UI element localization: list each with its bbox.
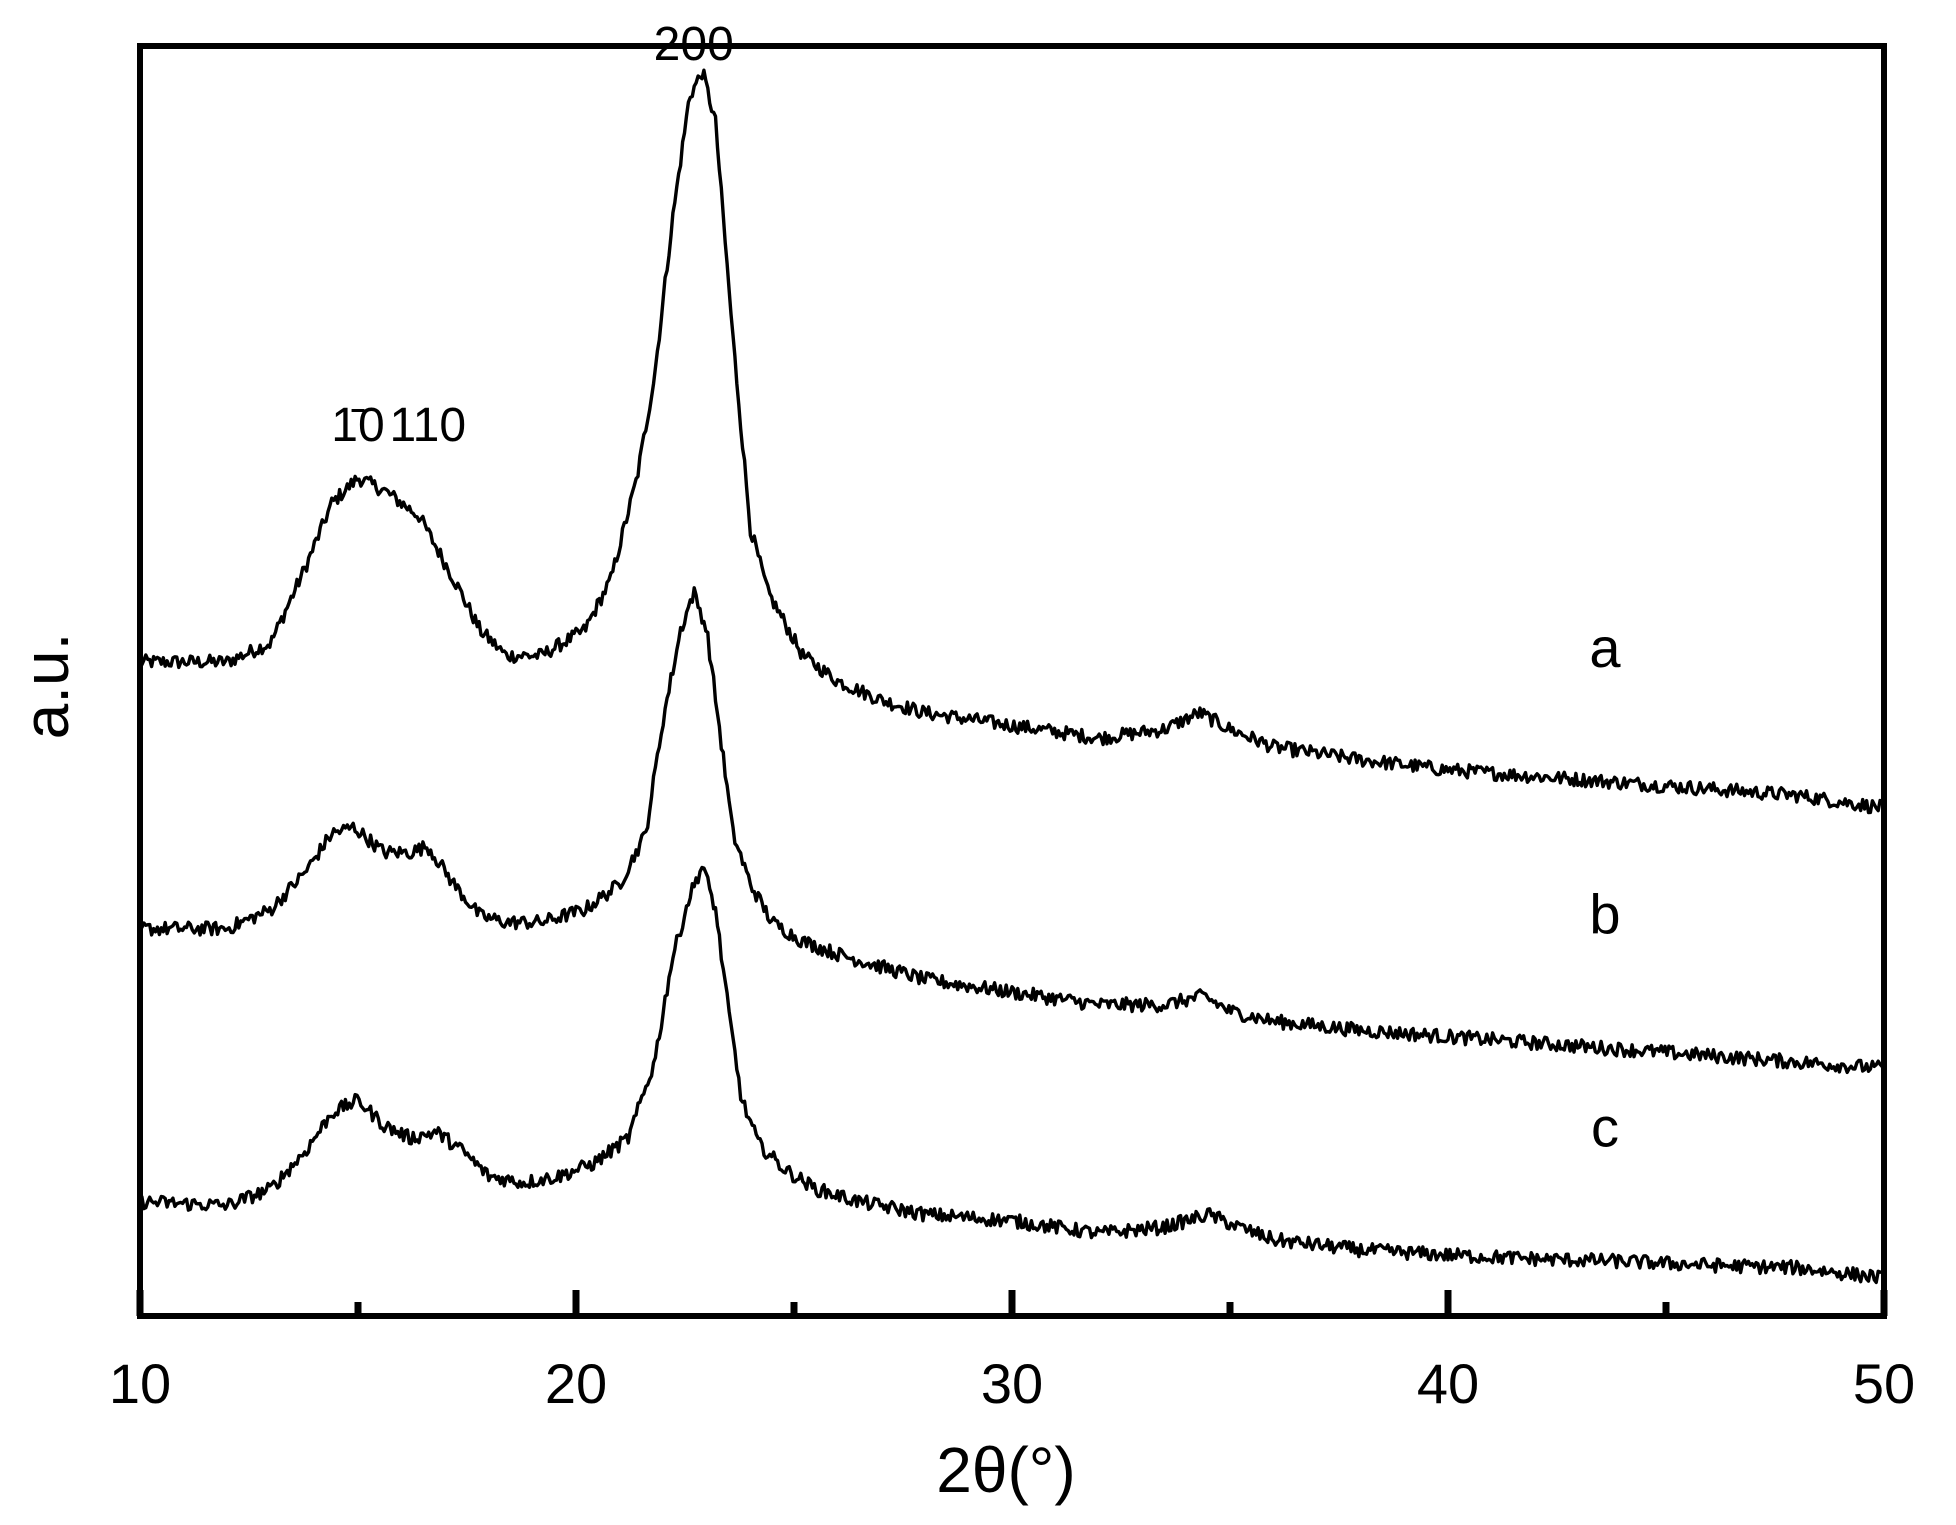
plot-frame (137, 43, 1887, 1319)
x-axis-ticks (136, 1290, 1888, 1316)
peak-annotations: 1̄0 110 200 (331, 18, 733, 452)
peak-label: 1̄0 (331, 399, 384, 452)
x-tick-label: 30 (981, 1352, 1043, 1415)
peak-label: 200 (654, 18, 734, 71)
x-axis-label: 2θ(°) (936, 1434, 1075, 1506)
x-tick-label: 20 (545, 1352, 607, 1415)
series-label-c: c (1591, 1096, 1619, 1159)
peak-label: 110 (389, 399, 466, 452)
series-label-b: b (1589, 883, 1620, 946)
series-b-line (138, 586, 1886, 1075)
series-a-line (138, 68, 1886, 815)
x-tick-label: 10 (109, 1352, 171, 1415)
y-axis-label: a.u. (10, 633, 82, 740)
series-labels: a b c (1589, 616, 1621, 1159)
x-tick-label: 50 (1853, 1352, 1915, 1415)
series-label-a: a (1589, 616, 1621, 679)
x-axis-tick-labels: 10 20 30 40 50 (109, 1352, 1915, 1415)
x-tick-label: 40 (1417, 1352, 1479, 1415)
series-c-line (139, 865, 1885, 1285)
series-group (138, 68, 1886, 1285)
